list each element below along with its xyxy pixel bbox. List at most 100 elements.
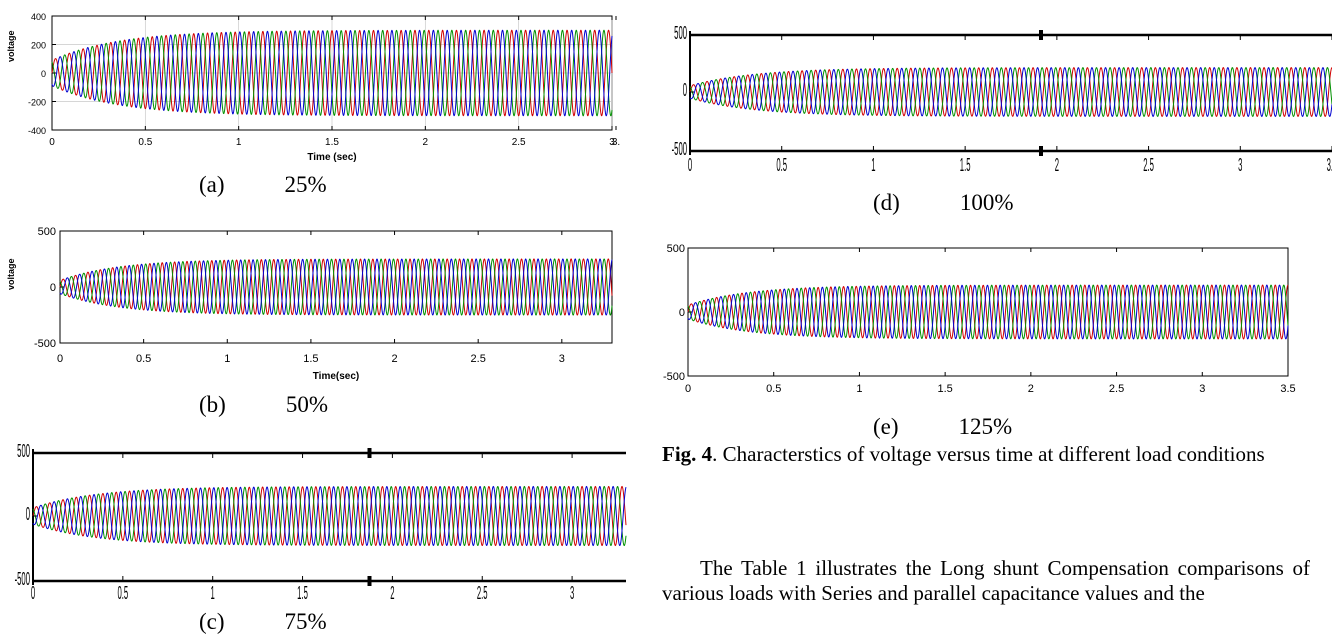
figure-caption-text: . Characterstics of voltage versus time … [712,442,1265,466]
e-ytick-label-0: 500 [667,243,685,255]
a-xtick-label-5: 2.5 [512,137,526,148]
d-series-0 [689,67,1332,117]
b-xtick-label-2: 1 [224,353,230,365]
a-ytick-label-3: -200 [28,98,46,108]
d-xtick-label-0: 0 [688,155,692,176]
a-xtick-label-1: 0.5 [138,137,152,148]
b-series-2 [59,258,613,316]
d-ytick-label-0: 500 [674,23,687,44]
e-series-0 [687,284,1289,340]
a-xtick-label-4: 2 [423,137,429,148]
figure-caption-label: Fig. 4 [662,442,713,466]
c-marker-bottom [367,576,372,586]
d-ytick-label-2: -500 [672,139,687,160]
d-ytick-label-1: 0 [683,80,687,101]
a-ytick-label-0: 400 [31,12,46,22]
caption-b-load: 50% [285,392,328,417]
chart-panel-e: 0 0.5 1 1.5 2 2.5 3 3.5 500 0 -500 [662,238,1332,403]
a-series-2 [51,29,613,117]
d-xtick-label-7: 3.5 [1327,155,1332,176]
caption-e-load: 125% [958,414,1013,439]
c-ytick-label-2: -500 [15,569,30,590]
chart-panel-a: voltage 0 0.5 1 1.5 2 2.5 3 3. 400 200 0 -200 -400 Ti… [0,0,640,175]
d-marker-top [1039,30,1043,40]
c-xtick-label-5: 2.5 [477,583,488,604]
e-ytick-label-2: -500 [663,371,685,383]
a-xtick-label-2: 1 [236,137,242,148]
c-series-2 [32,485,627,547]
d-series-2 [689,67,1332,117]
d-marker-bottom [1039,146,1043,156]
c-marker-top [367,448,372,458]
caption-d-load: 100% [959,190,1014,215]
b-xtick-label-1: 0.5 [136,353,151,365]
chart-panel-c: 0 0.5 1 1.5 2 2.5 3 500 0 -500 [0,441,640,620]
d-xtick-label-1: 0.5 [776,155,787,176]
caption-c: (c) 75% [199,609,327,635]
caption-c-label: (c) [199,609,225,634]
d-series-1 [689,67,1332,117]
d-xtick-label-2: 1 [871,155,875,176]
b-ytick-label-0: 500 [38,226,56,238]
b-ytick-label-2: -500 [34,338,56,350]
caption-d: (d) 100% [873,190,1014,216]
a-ytick-label-2: 0 [41,69,46,79]
d-xtick-label-4: 2 [1055,155,1059,176]
e-ytick-label-1: 0 [679,307,685,319]
e-xtick-label-7: 3.5 [1280,383,1295,395]
e-xtick-label-2: 1 [856,383,862,395]
d-xtick-label-6: 3 [1238,155,1242,176]
e-xtick-label-1: 0.5 [766,383,781,395]
c-xtick-label-0: 0 [31,583,35,604]
caption-a: (a) 25% [199,172,327,198]
figure-caption: Fig. 4. Characterstics of voltage versus… [662,442,1310,467]
chart-panel-b: voltage 0 0.5 1 1.5 2 2.5 3 500 0 -500 Time(sec) [0,215,640,390]
a-series-0 [51,29,613,117]
c-xtick-label-4: 2 [390,583,394,604]
a-xtick-label-3: 1.5 [325,137,339,148]
c-series-1 [32,485,627,547]
b-xlabel: Time(sec) [313,371,360,382]
e-xtick-label-5: 2.5 [1109,383,1124,395]
b-series-1 [59,258,613,316]
e-xtick-label-0: 0 [685,383,691,395]
caption-a-load: 25% [284,172,327,197]
b-xtick-label-4: 2 [391,353,397,365]
body-paragraph: The Table 1 illustrates the Long shunt C… [662,556,1310,605]
a-xlabel: Time (sec) [307,152,356,163]
a-ytick-label-4: -400 [28,126,46,136]
e-series-2 [687,284,1289,340]
chart-a-svg: 0 0.5 1 1.5 2 2.5 33. 400 200 0 -200 -400 Time (sec) [28,12,620,163]
b-xtick-label-6: 3 [559,353,565,365]
caption-c-load: 75% [284,609,327,634]
c-xtick-label-2: 1 [211,583,215,604]
b-xtick-label-3: 1.5 [303,353,318,365]
a-ytick-label-1: 200 [31,41,46,51]
a-xtick-label-7: 3. [612,137,620,148]
e-xtick-label-3: 1.5 [937,383,952,395]
c-xtick-label-1: 0.5 [117,583,128,604]
caption-a-label: (a) [199,172,225,197]
caption-e: (e) 125% [873,414,1012,440]
d-xtick-label-5: 2.5 [1143,155,1154,176]
e-xtick-label-6: 3 [1199,383,1205,395]
b-xtick-label-0: 0 [57,353,63,365]
c-xtick-label-3: 1.5 [297,583,308,604]
c-ytick-label-0: 500 [17,441,30,462]
c-ytick-label-1: 0 [26,504,30,525]
caption-d-label: (d) [873,190,900,215]
a-xtick-label-0: 0 [49,137,55,148]
caption-b: (b) 50% [199,392,328,418]
b-ytick-label-1: 0 [50,282,56,294]
caption-e-label: (e) [873,414,899,439]
a-xtick-label-6: 3 [609,137,615,148]
e-xtick-label-4: 2 [1028,383,1034,395]
d-xtick-label-3: 1.5 [960,155,971,176]
e-series-1 [687,284,1289,340]
c-xtick-label-6: 3 [570,583,574,604]
